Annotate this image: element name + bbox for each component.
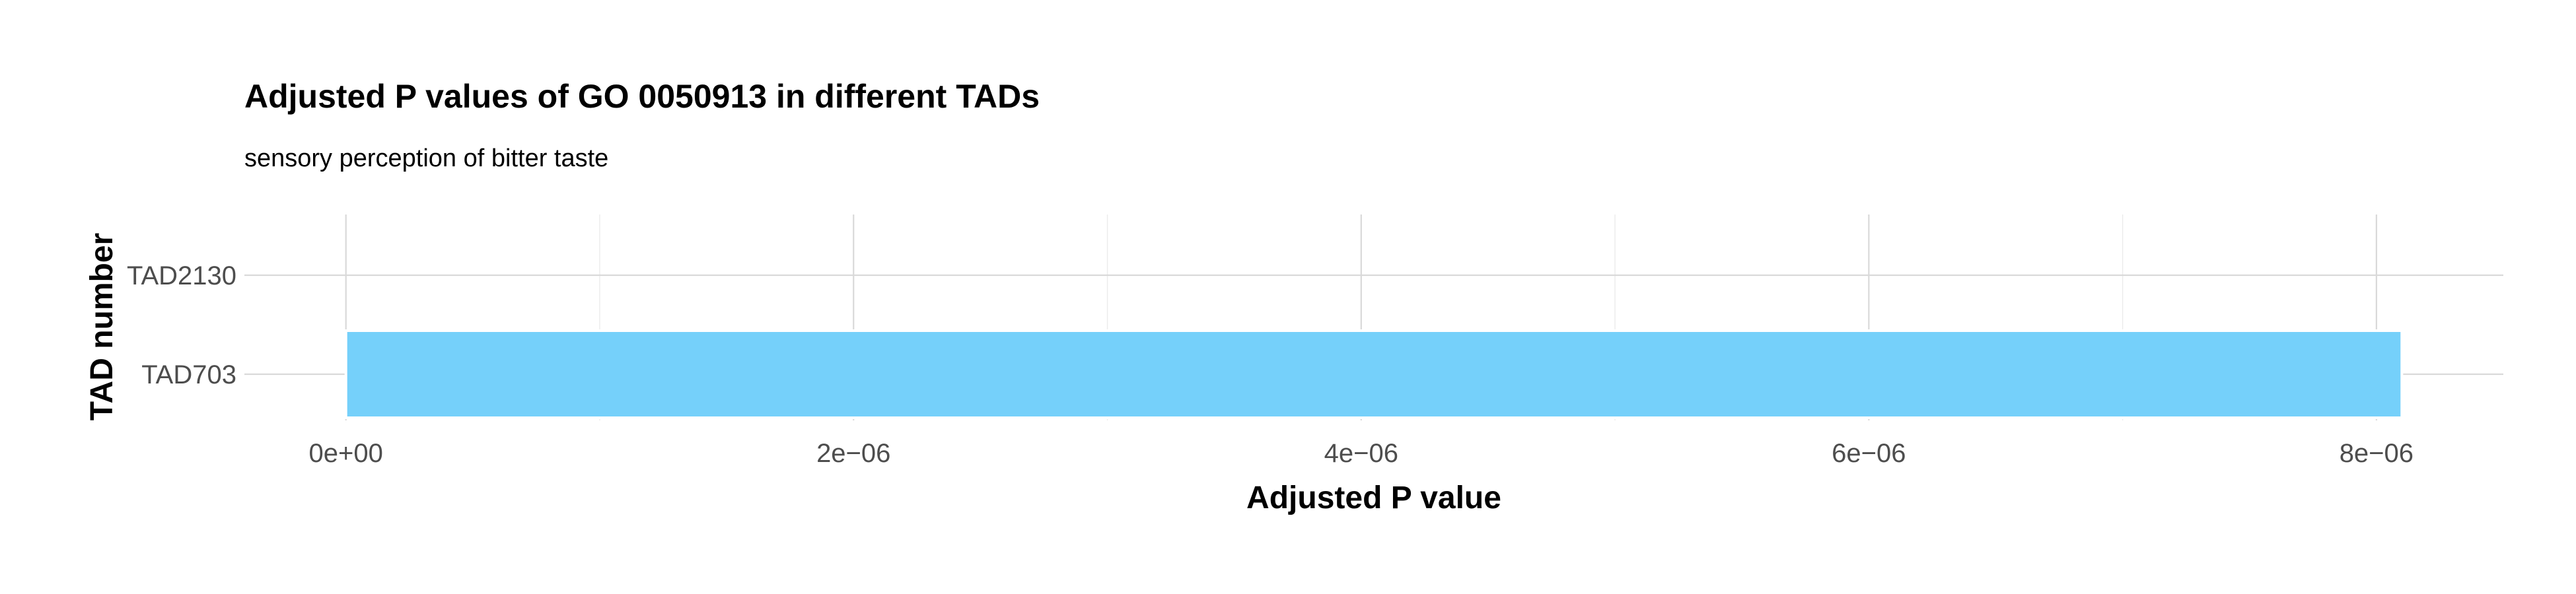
x-tick-label: 4e−06 bbox=[1324, 439, 1398, 468]
chart-title: Adjusted P values of GO 0050913 in diffe… bbox=[244, 78, 1040, 115]
bars bbox=[344, 329, 2404, 419]
x-tick-label: 8e−06 bbox=[2340, 439, 2414, 468]
x-tick-label: 2e−06 bbox=[816, 439, 890, 468]
bar-tad703 bbox=[344, 329, 2404, 419]
y-axis-title: TAD number bbox=[85, 233, 120, 420]
chart-subtitle: sensory perception of bitter taste bbox=[244, 145, 608, 172]
x-tick-label: 0e+00 bbox=[309, 439, 383, 468]
x-axis-title: Adjusted P value bbox=[1246, 480, 1501, 515]
x-tick-label: 6e−06 bbox=[1832, 439, 1906, 468]
tick-labels: 0e+00 2e−06 4e−06 6e−06 8e−06 TAD2130 TAD703 bbox=[127, 261, 2414, 468]
y-tick-label: TAD703 bbox=[141, 360, 236, 389]
y-tick-label: TAD2130 bbox=[127, 261, 236, 290]
